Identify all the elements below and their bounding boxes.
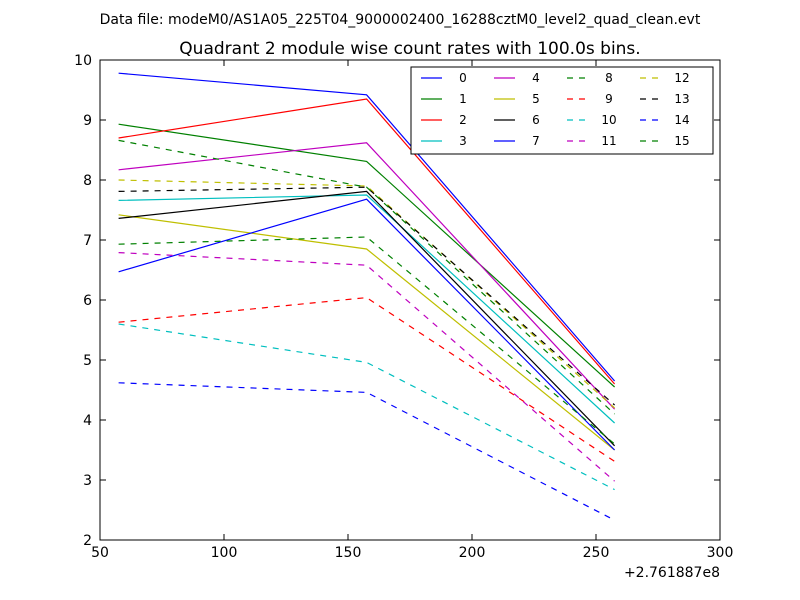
series-line-11 — [118, 252, 615, 482]
legend-label-9: 9 — [605, 92, 613, 106]
legend-label-13: 13 — [674, 92, 689, 106]
legend-label-5: 5 — [532, 92, 540, 106]
series-line-2 — [118, 98, 616, 385]
legend-label-1: 1 — [459, 92, 467, 106]
y-tick-label: 5 — [83, 353, 92, 369]
legend-label-4: 4 — [532, 71, 540, 85]
x-tick-label: 300 — [707, 545, 734, 561]
x-offset-label: +2.761887e8 — [624, 565, 720, 581]
x-tick-label: 50 — [91, 545, 109, 561]
series-line-5 — [118, 214, 615, 451]
legend-box — [410, 66, 714, 155]
y-tick-label: 7 — [83, 233, 92, 249]
series-line-4 — [118, 142, 616, 410]
series-line-7 — [118, 198, 616, 451]
y-tick-label: 2 — [83, 533, 92, 549]
legend-label-2: 2 — [459, 113, 467, 127]
series-line-13 — [118, 186, 615, 406]
series-line-3 — [118, 194, 616, 424]
y-tick-label: 9 — [83, 113, 92, 129]
series-line-6 — [118, 190, 616, 447]
legend-label-12: 12 — [674, 71, 689, 85]
series-line-0 — [118, 72, 616, 382]
legend-label-6: 6 — [532, 113, 540, 127]
chart-supertitle: Data file: modeM0/AS1A05_225T04_90000024… — [100, 12, 701, 28]
series-line-14 — [118, 382, 615, 521]
legend-label-14: 14 — [674, 113, 689, 127]
legend-label-3: 3 — [459, 134, 467, 148]
x-tick-label: 250 — [583, 545, 610, 561]
series-line-10 — [118, 323, 615, 491]
legend-label-0: 0 — [459, 71, 467, 85]
x-tick-label: 150 — [335, 545, 362, 561]
series-line-15 — [118, 139, 616, 415]
legend-label-7: 7 — [532, 134, 540, 148]
legend-label-11: 11 — [601, 134, 616, 148]
series-line-12 — [118, 179, 616, 409]
y-tick-label: 6 — [83, 293, 92, 309]
x-tick-label: 200 — [459, 545, 486, 561]
series-line-1 — [118, 123, 616, 388]
legend-label-15: 15 — [674, 134, 689, 148]
y-tick-label: 10 — [74, 53, 92, 69]
y-tick-label: 4 — [83, 413, 92, 429]
chart-title: Quadrant 2 module wise count rates with … — [179, 39, 640, 59]
y-tick-label: 3 — [83, 473, 92, 489]
x-tick-label: 100 — [211, 545, 238, 561]
legend-label-10: 10 — [601, 113, 616, 127]
y-tick-label: 8 — [83, 173, 92, 189]
series-line-9 — [118, 296, 615, 462]
legend-label-8: 8 — [605, 71, 613, 85]
